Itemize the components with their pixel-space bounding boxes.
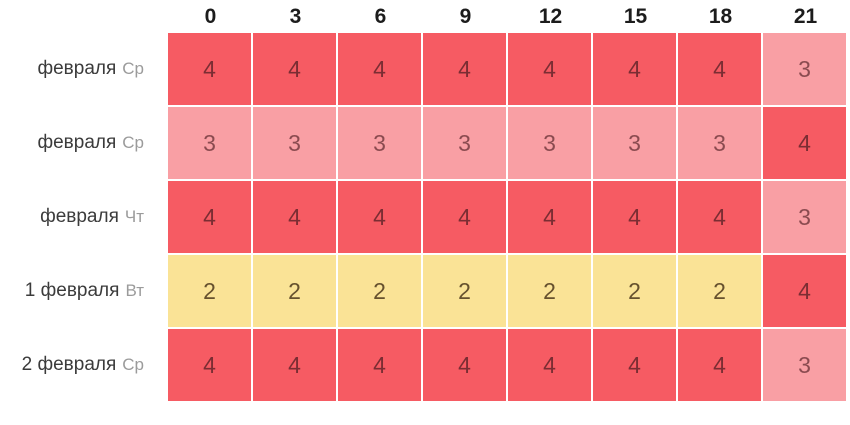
row-date: февраля — [40, 206, 119, 227]
value-cell: 4 — [338, 33, 423, 105]
row-day: Ср — [122, 133, 144, 152]
hour-header: 6 — [374, 5, 387, 28]
value-cell: 2 — [593, 255, 678, 327]
value-cell: 4 — [168, 329, 253, 401]
value-cell: 4 — [338, 329, 423, 401]
value-cell: 3 — [763, 33, 848, 105]
value-cell: 4 — [593, 181, 678, 253]
row-cells: 3 3 3 3 3 3 3 4 — [168, 107, 848, 179]
value-cell: 3 — [338, 107, 423, 179]
value-cell: 4 — [168, 33, 253, 105]
row-day: Вт — [125, 281, 144, 300]
value-cell: 4 — [423, 33, 508, 105]
value-cell: 4 — [508, 329, 593, 401]
value-cell: 3 — [763, 181, 848, 253]
table-row: 2 февраля Ср 4 4 4 4 4 4 4 3 — [0, 329, 850, 401]
value-cell: 2 — [508, 255, 593, 327]
table-row: февраля Чт 4 4 4 4 4 4 4 3 — [0, 181, 850, 253]
row-cells: 4 4 4 4 4 4 4 3 — [168, 181, 848, 253]
header-spacer — [0, 4, 168, 30]
value-cell: 4 — [678, 33, 763, 105]
value-cell: 4 — [338, 181, 423, 253]
table-row: февраля Ср 3 3 3 3 3 3 3 4 — [0, 107, 850, 179]
value-cell: 4 — [508, 181, 593, 253]
hour-header: 21 — [793, 5, 818, 28]
hour-header: 12 — [538, 5, 563, 28]
value-cell: 4 — [253, 181, 338, 253]
value-cell: 3 — [508, 107, 593, 179]
value-cell: 4 — [508, 33, 593, 105]
row-date: 1 февраля — [24, 280, 120, 301]
row-label: 1 февраля Вт — [0, 255, 168, 327]
value-cell: 4 — [253, 33, 338, 105]
hour-header: 9 — [459, 5, 472, 28]
value-cell: 4 — [763, 255, 848, 327]
value-cell: 4 — [678, 329, 763, 401]
table-row: 1 февраля Вт 2 2 2 2 2 2 2 4 — [0, 255, 850, 327]
row-date: февраля — [37, 132, 117, 153]
row-day: Ср — [122, 59, 144, 78]
hours-header: 0 3 6 9 12 15 18 21 — [168, 4, 848, 30]
row-cells: 4 4 4 4 4 4 4 3 — [168, 33, 848, 105]
value-cell: 3 — [763, 329, 848, 401]
value-cell: 4 — [168, 181, 253, 253]
value-cell: 4 — [423, 329, 508, 401]
row-day: Ср — [122, 355, 144, 374]
row-label: февраля Чт — [0, 181, 168, 253]
value-cell: 4 — [593, 329, 678, 401]
row-date: февраля — [37, 58, 117, 79]
value-cell: 4 — [593, 33, 678, 105]
hours-header-row: 0 3 6 9 12 15 18 21 — [0, 4, 850, 30]
hour-header: 18 — [708, 5, 733, 28]
value-cell: 2 — [253, 255, 338, 327]
hour-header: 3 — [289, 5, 302, 28]
row-date: 2 февраля — [21, 354, 117, 375]
hour-header: 0 — [204, 5, 217, 28]
value-cell: 3 — [423, 107, 508, 179]
value-cell: 2 — [678, 255, 763, 327]
value-cell: 2 — [168, 255, 253, 327]
value-cell: 2 — [338, 255, 423, 327]
value-cell: 4 — [763, 107, 848, 179]
row-day: Чт — [124, 207, 144, 226]
row-label: февраля Ср — [0, 107, 168, 179]
value-cell: 2 — [423, 255, 508, 327]
value-cell: 4 — [253, 329, 338, 401]
hour-header: 15 — [623, 5, 648, 28]
value-cell: 4 — [423, 181, 508, 253]
row-label: 2 февраля Ср — [0, 329, 168, 401]
row-cells: 4 4 4 4 4 4 4 3 — [168, 329, 848, 401]
row-label: февраля Ср — [0, 33, 168, 105]
value-cell: 3 — [593, 107, 678, 179]
row-cells: 2 2 2 2 2 2 2 4 — [168, 255, 848, 327]
value-cell: 3 — [253, 107, 338, 179]
table-row: февраля Ср 4 4 4 4 4 4 4 3 — [0, 33, 850, 105]
value-cell: 3 — [168, 107, 253, 179]
value-cell: 4 — [678, 181, 763, 253]
value-cell: 3 — [678, 107, 763, 179]
